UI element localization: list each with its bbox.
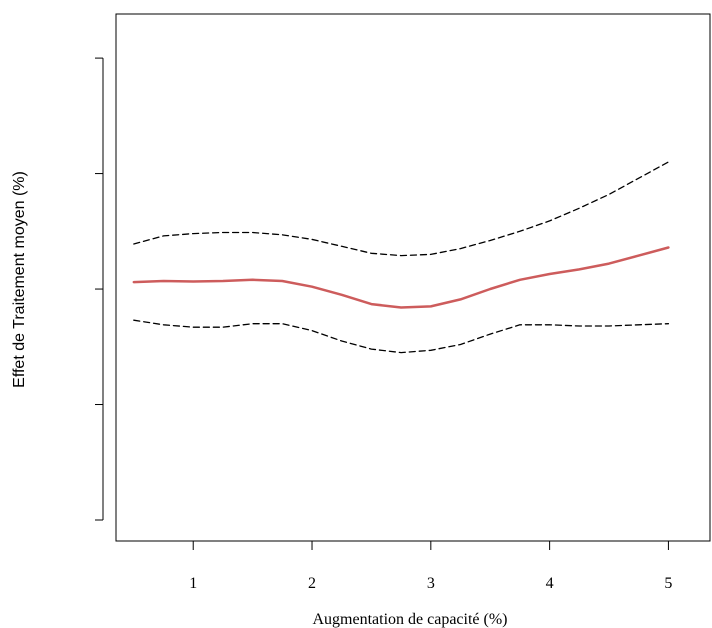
y-axis-title: Effet de Traitement moyen (%) — [11, 171, 28, 388]
x-tick-label: 4 — [546, 575, 554, 592]
x-axis-title: Augmentation de capacité (%) — [312, 611, 507, 628]
plot-frame — [115, 13, 711, 542]
x-tick-label: 2 — [308, 575, 316, 592]
axis-labels: Augmentation de capacité (%) Effet de Tr… — [11, 171, 508, 628]
plot-area — [132, 161, 670, 354]
x-tick-label: 3 — [427, 575, 435, 592]
axes: 1 2 3 4 5 — [95, 13, 711, 592]
x-tick-label: 5 — [664, 575, 672, 592]
series-line-lower — [133, 319, 670, 354]
series-line-upper — [133, 161, 670, 257]
series-line-mean — [132, 246, 670, 309]
x-tick-label: 1 — [189, 575, 197, 592]
